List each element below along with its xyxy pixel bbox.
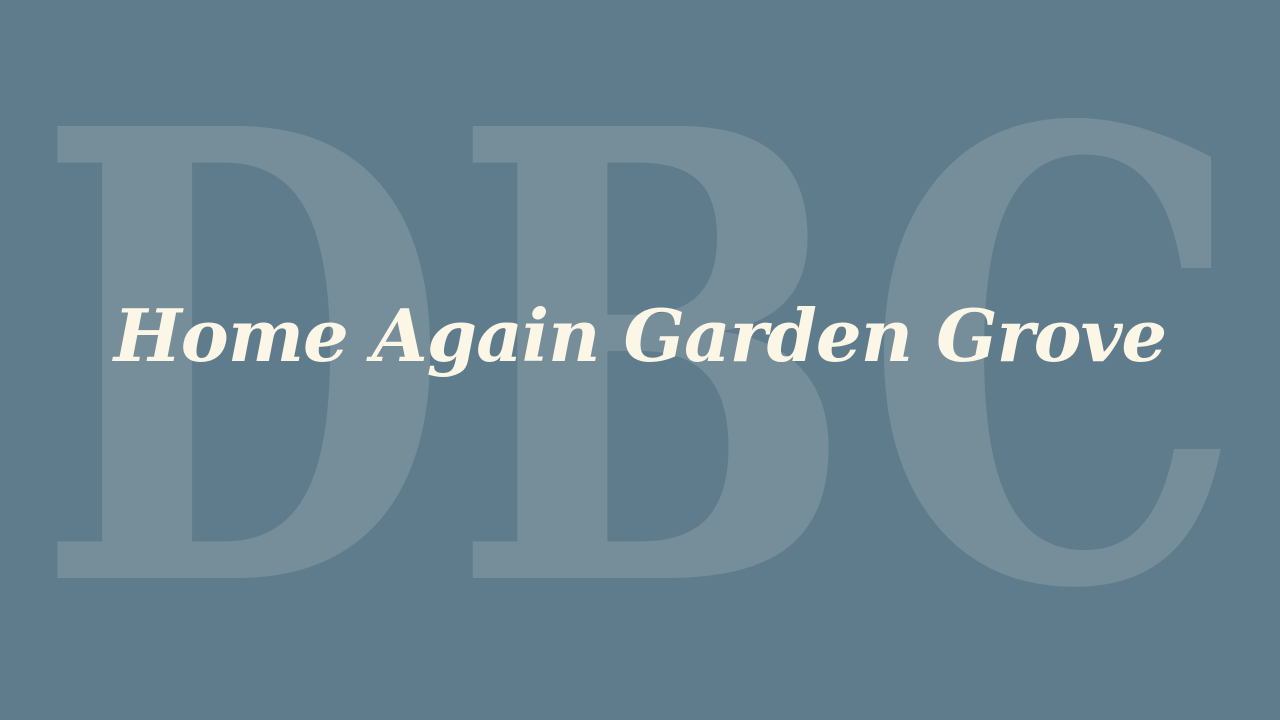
slide-title: Home Again Garden Grove <box>113 293 1167 378</box>
watermark-text: DBC <box>35 0 1245 720</box>
